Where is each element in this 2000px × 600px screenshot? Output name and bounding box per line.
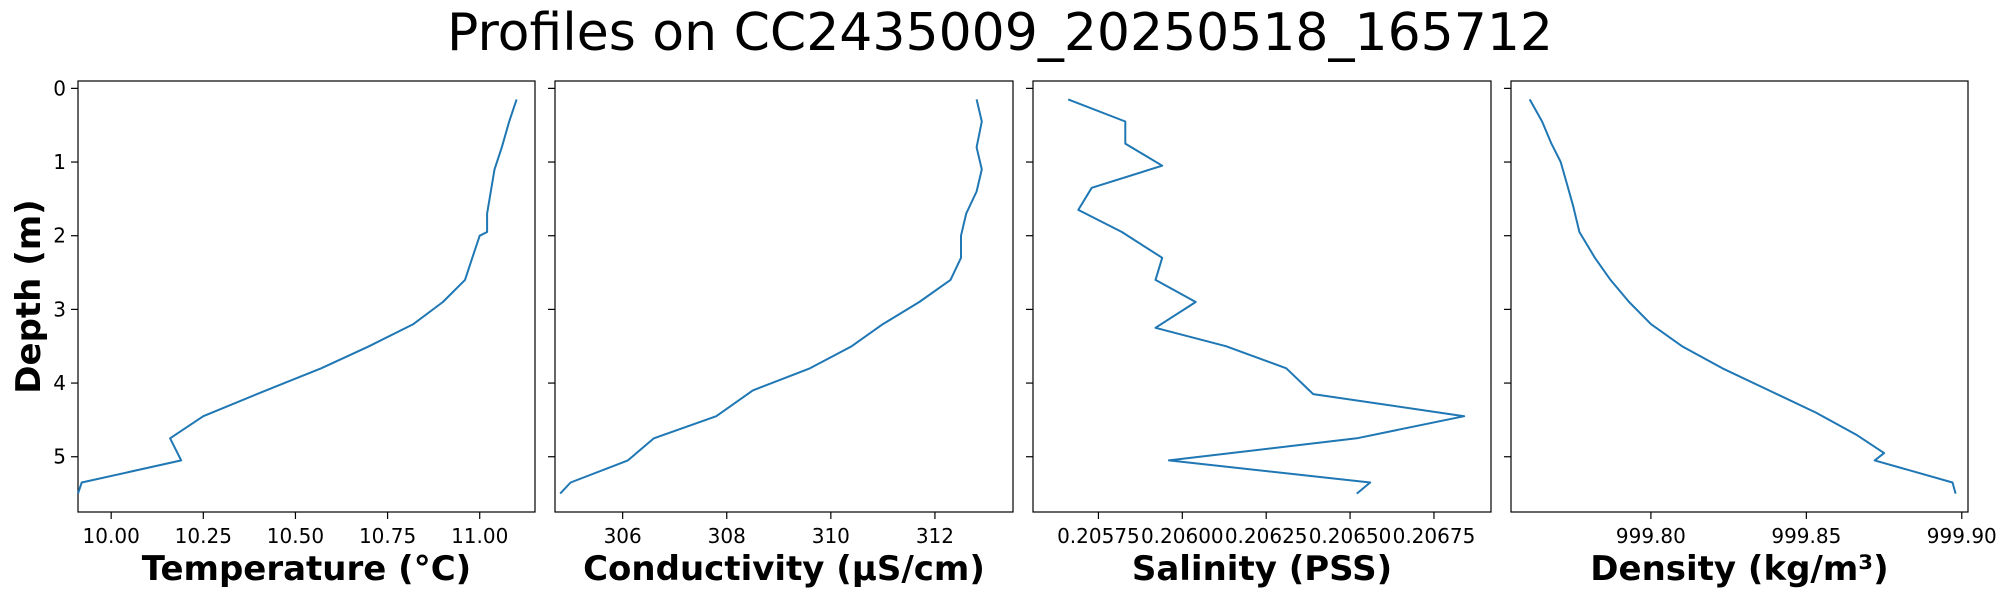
panel-4-xtick-label-1: 999.85 <box>1771 524 1841 548</box>
panel-3-xtick-label-1: 0.20600 <box>1141 524 1224 548</box>
panel-4-xtick-label-2: 999.90 <box>1927 524 1997 548</box>
panel-1-series-line <box>77 99 518 494</box>
panel-3-xtick-label-3: 0.20650 <box>1309 524 1392 548</box>
panel-2-xlabel: Conductivity (μS/cm) <box>583 549 985 589</box>
panel-1-xtick-label-4: 11.00 <box>451 524 508 548</box>
panel-1-xtick-label-2: 10.50 <box>267 524 324 548</box>
panel-4-series-line <box>1528 98 1957 494</box>
panel-4-xtick-label-0: 999.80 <box>1616 524 1686 548</box>
panel-1-ytick-label-3: 3 <box>53 297 66 321</box>
panel-4-xlabel: Density (kg/m³) <box>1590 549 1888 589</box>
panel-1-ytick-label-2: 2 <box>53 224 66 248</box>
panel-4-frame <box>1510 80 1969 513</box>
panel-1-xtick-label-0: 10.00 <box>83 524 140 548</box>
panel-1-xlabel: Temperature (°C) <box>142 549 471 589</box>
figure-title: Profiles on CC2435009_20250518_165712 <box>447 3 1553 63</box>
panel-2-series-line <box>559 99 983 495</box>
panel-1-ytick-label-1: 1 <box>53 150 66 174</box>
panel-1-ytick-label-4: 4 <box>53 371 66 395</box>
panel-2-xtick-label-2: 310 <box>812 524 850 548</box>
panel-1-xtick-label-1: 10.25 <box>175 524 232 548</box>
panel-1-ytick-label-0: 0 <box>53 76 66 100</box>
panel-3-xlabel: Salinity (PSS) <box>1132 549 1392 589</box>
panel-3-frame <box>1032 80 1492 513</box>
panel-2-xtick-label-1: 308 <box>708 524 746 548</box>
panel-3-xtick-label-4: 0.20675 <box>1393 524 1476 548</box>
panel-2-xtick-label-0: 306 <box>604 524 642 548</box>
panel-3-xtick-label-0: 0.20575 <box>1057 524 1140 548</box>
y-axis-label: Depth (m) <box>9 199 49 393</box>
panel-1-ytick-label-5: 5 <box>53 445 66 469</box>
panel-2-frame <box>554 80 1014 513</box>
panel-3-xtick-label-2: 0.20625 <box>1225 524 1308 548</box>
panel-1-frame <box>77 80 536 513</box>
panel-3-series-line <box>1067 98 1466 495</box>
panel-1-xtick-label-3: 10.75 <box>359 524 416 548</box>
panel-2-xtick-label-3: 312 <box>916 524 954 548</box>
